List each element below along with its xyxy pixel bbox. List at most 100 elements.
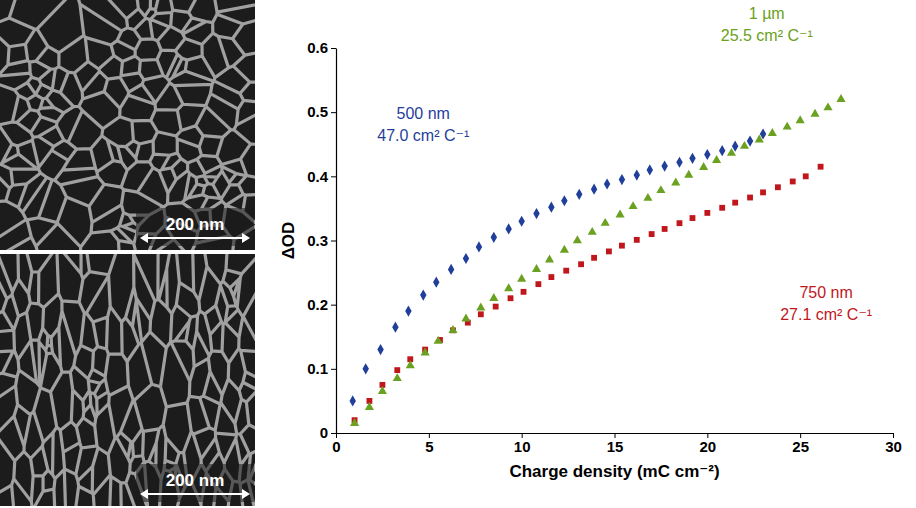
series-labels: 500 nm47.0 cm² C⁻¹750 nm27.1 cm² C⁻¹1 µm… <box>377 5 872 323</box>
marker <box>747 135 753 146</box>
marker <box>661 160 667 171</box>
marker <box>619 174 625 185</box>
scale-bar-backdrop <box>136 464 254 502</box>
x-tick-label: 5 <box>425 438 433 455</box>
series-label: 750 nm <box>799 284 852 301</box>
marker <box>629 201 638 209</box>
series-note: 47.0 cm² C⁻¹ <box>377 127 469 144</box>
scale-bar-backdrop <box>136 208 254 246</box>
y-tick-label: 0 <box>320 424 328 441</box>
marker <box>548 274 554 280</box>
marker <box>643 193 652 201</box>
x-tick-label: 20 <box>699 438 716 455</box>
y-tick-label: 0.6 <box>307 39 328 56</box>
marker <box>768 128 777 136</box>
marker <box>818 164 824 170</box>
marker <box>378 386 387 394</box>
marker <box>349 395 355 406</box>
marker <box>634 237 640 243</box>
y-tick: 0.1 <box>307 360 336 377</box>
y-tick-label: 0.3 <box>307 232 328 249</box>
series-note: 25.5 cm² C⁻¹ <box>721 27 813 44</box>
marker <box>647 164 653 175</box>
x-tick-label: 10 <box>514 438 531 455</box>
marker <box>448 325 457 333</box>
marker <box>662 226 668 232</box>
marker <box>535 281 541 287</box>
marker <box>591 184 597 195</box>
marker <box>727 148 736 156</box>
marker <box>690 215 696 221</box>
x-tick: 15 <box>607 433 624 455</box>
marker <box>491 232 497 243</box>
marker <box>362 363 368 374</box>
series <box>350 94 846 426</box>
marker <box>704 210 710 216</box>
marker <box>634 169 640 180</box>
scale-bar-arrow <box>242 489 250 499</box>
marker <box>676 157 682 168</box>
marker <box>463 253 469 264</box>
marker <box>421 348 430 356</box>
marker <box>476 241 482 252</box>
series <box>349 128 766 406</box>
marker <box>719 145 725 156</box>
marker <box>704 149 710 160</box>
marker <box>649 231 655 237</box>
marker <box>790 179 796 185</box>
scale-bar-line <box>144 237 246 239</box>
marker <box>476 303 485 311</box>
marker <box>836 94 845 102</box>
x-tick: 30 <box>885 433 902 455</box>
marker <box>561 195 567 206</box>
pore-walls <box>0 0 255 250</box>
marker <box>434 336 443 344</box>
micrograph <box>0 0 255 250</box>
marker <box>405 305 411 316</box>
y-tick: 0.5 <box>307 103 336 120</box>
marker <box>619 243 625 249</box>
scale-bar: 200 nm <box>136 464 254 502</box>
marker <box>732 141 738 152</box>
marker <box>350 418 359 426</box>
x-tick: 25 <box>792 433 809 455</box>
x-tick: 5 <box>425 433 433 455</box>
marker <box>406 360 415 368</box>
series-label: 500 nm <box>397 105 450 122</box>
marker <box>775 184 781 190</box>
marker <box>365 402 374 410</box>
figure: 200 nm200 nm05101520253000.10.20.30.40.5… <box>0 0 916 508</box>
marker <box>377 344 383 355</box>
plot-area <box>349 94 845 426</box>
marker <box>823 102 832 110</box>
y-tick-mark <box>331 48 336 49</box>
marker <box>796 115 805 123</box>
marker <box>671 177 680 185</box>
micrograph-background <box>0 0 255 250</box>
marker <box>578 261 584 267</box>
y-tick: 0.4 <box>307 168 336 185</box>
y-tick: 0.6 <box>307 39 336 56</box>
scale-bar: 200 nm <box>136 208 254 246</box>
scale-bar-label: 200 nm <box>166 471 225 490</box>
y-tick-mark <box>331 176 336 177</box>
y-tick-mark <box>331 241 336 242</box>
marker <box>448 264 454 275</box>
marker <box>601 218 610 226</box>
marker <box>760 189 766 195</box>
marker <box>747 195 753 201</box>
x-axis: 051015202530 <box>332 433 902 455</box>
marker <box>532 264 541 272</box>
marker <box>755 134 764 142</box>
y-axis-line <box>336 49 337 434</box>
x-tick-label: 25 <box>792 438 809 455</box>
marker <box>576 189 582 200</box>
y-tick-label: 0.5 <box>307 103 328 120</box>
marker <box>563 268 569 274</box>
marker <box>505 223 511 234</box>
scale-bar-arrow <box>140 233 148 243</box>
marker <box>699 162 708 170</box>
y-tick-label: 0.2 <box>307 296 328 313</box>
marker <box>689 153 695 164</box>
y-tick-mark <box>331 433 336 434</box>
